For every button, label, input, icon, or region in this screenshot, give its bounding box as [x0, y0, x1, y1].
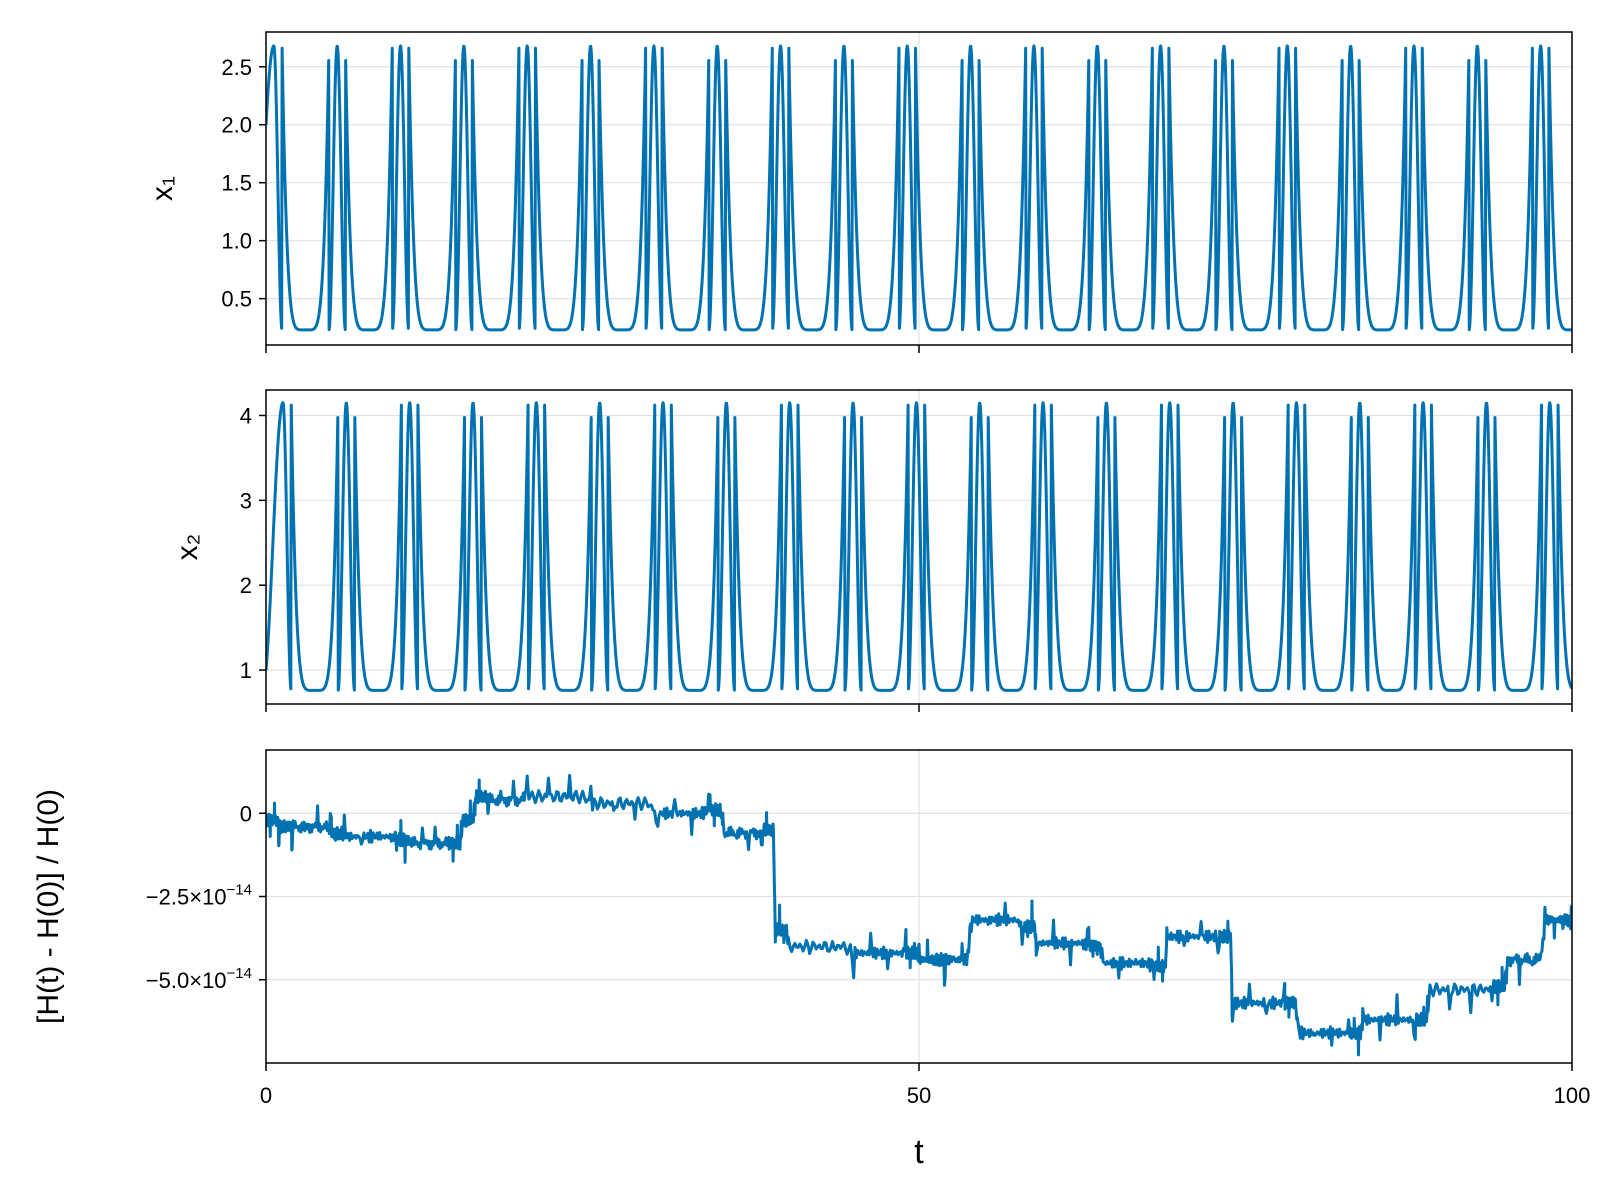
panel-energy: 0 −2.5×10−14 −5.0×10−14 0 50 100 [H(t) - H(0)]…	[32, 749, 1591, 1171]
y-tick-label: 1.0	[221, 229, 252, 254]
y-tick-label: 0	[240, 801, 252, 826]
x-axis-label: t	[914, 1133, 924, 1171]
series-line-x1	[266, 44, 1572, 332]
x-tick-label: 50	[907, 1083, 931, 1108]
y-tick-label: 0.5	[221, 287, 252, 312]
y-axis-label: x₁	[146, 176, 179, 201]
y-tick-label: 2	[240, 573, 252, 598]
y-tick-label: −2.5×10−14	[146, 882, 252, 910]
panel-x2: 1 2 3 4 x₂	[171, 389, 1573, 712]
y-tick-label: 1	[240, 658, 252, 683]
x-tick-label: 0	[260, 1083, 272, 1108]
series-line-energy	[266, 773, 1572, 1057]
y-axis-label: x₂	[171, 534, 204, 561]
panel-x1: 0.5 1.0 1.5 2.0 2.5 x₁	[146, 31, 1573, 353]
y-tick-label: 2.0	[221, 113, 252, 138]
y-axis-label: [H(t) - H(0)] / H(0)	[32, 789, 65, 1024]
x-tick-label: 100	[1554, 1083, 1591, 1108]
y-tick-label: 3	[240, 488, 252, 513]
y-tick-label: 4	[240, 403, 252, 428]
y-tick-label: 1.5	[221, 171, 252, 196]
y-tick-label: −5.0×10−14	[146, 965, 252, 993]
series-line-x2	[266, 401, 1572, 692]
y-tick-label: 2.5	[221, 55, 252, 80]
